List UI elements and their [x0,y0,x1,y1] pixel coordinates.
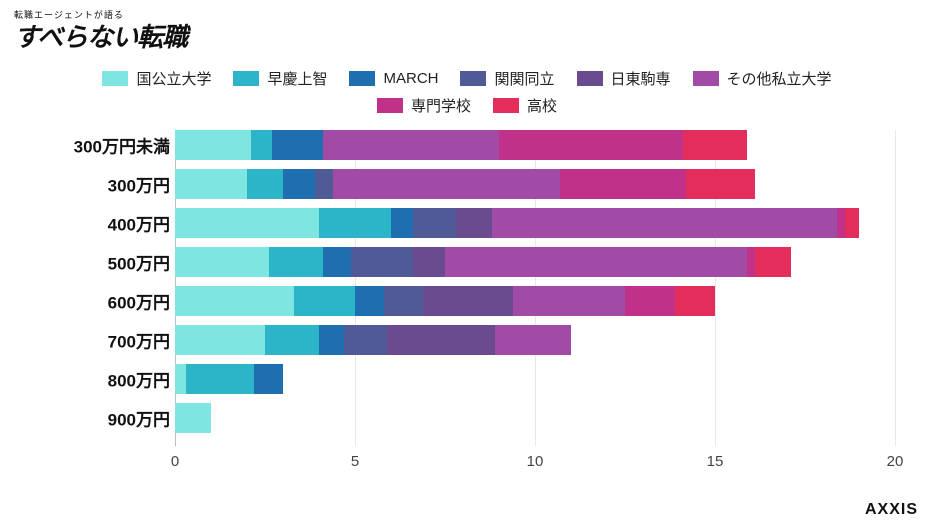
bar-segment [344,325,387,355]
bar-segment [323,130,499,160]
chart-legend: 国公立大学 早慶上智 MARCH 関関同立 日東駒専 その他私立大学専門学校 高校 [0,68,934,116]
x-tick-label: 5 [351,453,359,470]
bar-row [175,169,755,199]
logo-title: すべらない転職 [14,23,187,52]
legend-swatch [233,71,259,86]
bar-segment [837,208,844,238]
y-axis-label: 400万円 [108,211,170,236]
bar-segment [495,325,571,355]
legend-item: 国公立大学 [102,68,211,89]
x-tick-label: 20 [887,453,904,470]
bar-row [175,247,791,277]
bar-segment [499,130,683,160]
bar-segment [456,208,492,238]
y-axis-label: 300万円未満 [74,133,170,158]
bar-segment [351,247,412,277]
y-axis-label: 500万円 [108,250,170,275]
bar-row [175,286,715,316]
legend-label: 国公立大学 [136,68,211,89]
legend-swatch [577,71,603,86]
y-axis-label: 800万円 [108,367,170,392]
bar-segment [391,208,413,238]
legend-item: 高校 [493,95,557,116]
bar-segment [251,130,273,160]
bar-segment [175,208,319,238]
footer-brand: AXXIS [865,501,918,519]
x-tick-label: 10 [527,453,544,470]
x-tick-label: 0 [171,453,179,470]
bar-segment [845,208,859,238]
bar-row [175,364,283,394]
legend-label: 日東駒専 [611,68,671,89]
legend-item: 日東駒専 [577,68,671,89]
bar-segment [755,247,791,277]
bar-segment [272,130,322,160]
bar-segment [175,364,186,394]
legend-item: 専門学校 [377,95,471,116]
bar-segment [186,364,254,394]
bar-segment [265,325,319,355]
bar-segment [283,169,315,199]
logo-tagline: 転職エージェントが語る [14,8,187,21]
bar-segment [175,130,251,160]
bar-segment [323,247,352,277]
legend-label: 高校 [527,95,557,116]
bar-segment [315,169,333,199]
bar-segment [175,403,211,433]
bar-segment [175,247,269,277]
bar-segment [247,169,283,199]
legend-item: 早慶上智 [233,68,327,89]
y-axis-label: 300万円 [108,172,170,197]
bar-segment [513,286,625,316]
bar-row [175,130,747,160]
bar-segment [560,169,686,199]
legend-swatch [102,71,128,86]
x-tick-label: 15 [707,453,724,470]
legend-swatch [377,98,403,113]
legend-swatch [693,71,719,86]
bar-segment [675,286,715,316]
legend-item: 関関同立 [460,68,554,89]
legend-swatch [460,71,486,86]
legend-item: MARCH [349,68,438,89]
legend-label: 早慶上智 [267,68,327,89]
bar-segment [747,247,754,277]
bar-segment [387,325,495,355]
bar-row [175,208,859,238]
legend-item: その他私立大学 [693,68,832,89]
y-axis-label: 700万円 [108,328,170,353]
y-axis-label: 900万円 [108,406,170,431]
bar-segment [413,247,445,277]
bar-segment [269,247,323,277]
bar-segment [319,325,344,355]
bar-row [175,403,211,433]
bar-segment [294,286,355,316]
bar-segment [175,286,294,316]
bar-segment [413,208,456,238]
legend-swatch [493,98,519,113]
gridline [895,130,896,446]
salary-by-school-chart: 05101520 [175,130,895,470]
brand-logo: 転職エージェントが語る すべらない転職 [14,8,187,54]
bar-segment [333,169,560,199]
bar-row [175,325,571,355]
bar-segment [355,286,384,316]
bar-segment [319,208,391,238]
bar-segment [175,325,265,355]
bar-segment [384,286,424,316]
bar-segment [683,130,748,160]
legend-swatch [349,71,375,86]
bar-segment [423,286,513,316]
bar-segment [686,169,754,199]
legend-label: MARCH [383,70,438,87]
bar-segment [625,286,675,316]
bar-segment [492,208,838,238]
bar-segment [254,364,283,394]
legend-label: 関関同立 [494,68,554,89]
bar-segment [175,169,247,199]
legend-label: その他私立大学 [727,68,832,89]
legend-label: 専門学校 [411,95,471,116]
bar-segment [445,247,747,277]
y-axis-label: 600万円 [108,289,170,314]
